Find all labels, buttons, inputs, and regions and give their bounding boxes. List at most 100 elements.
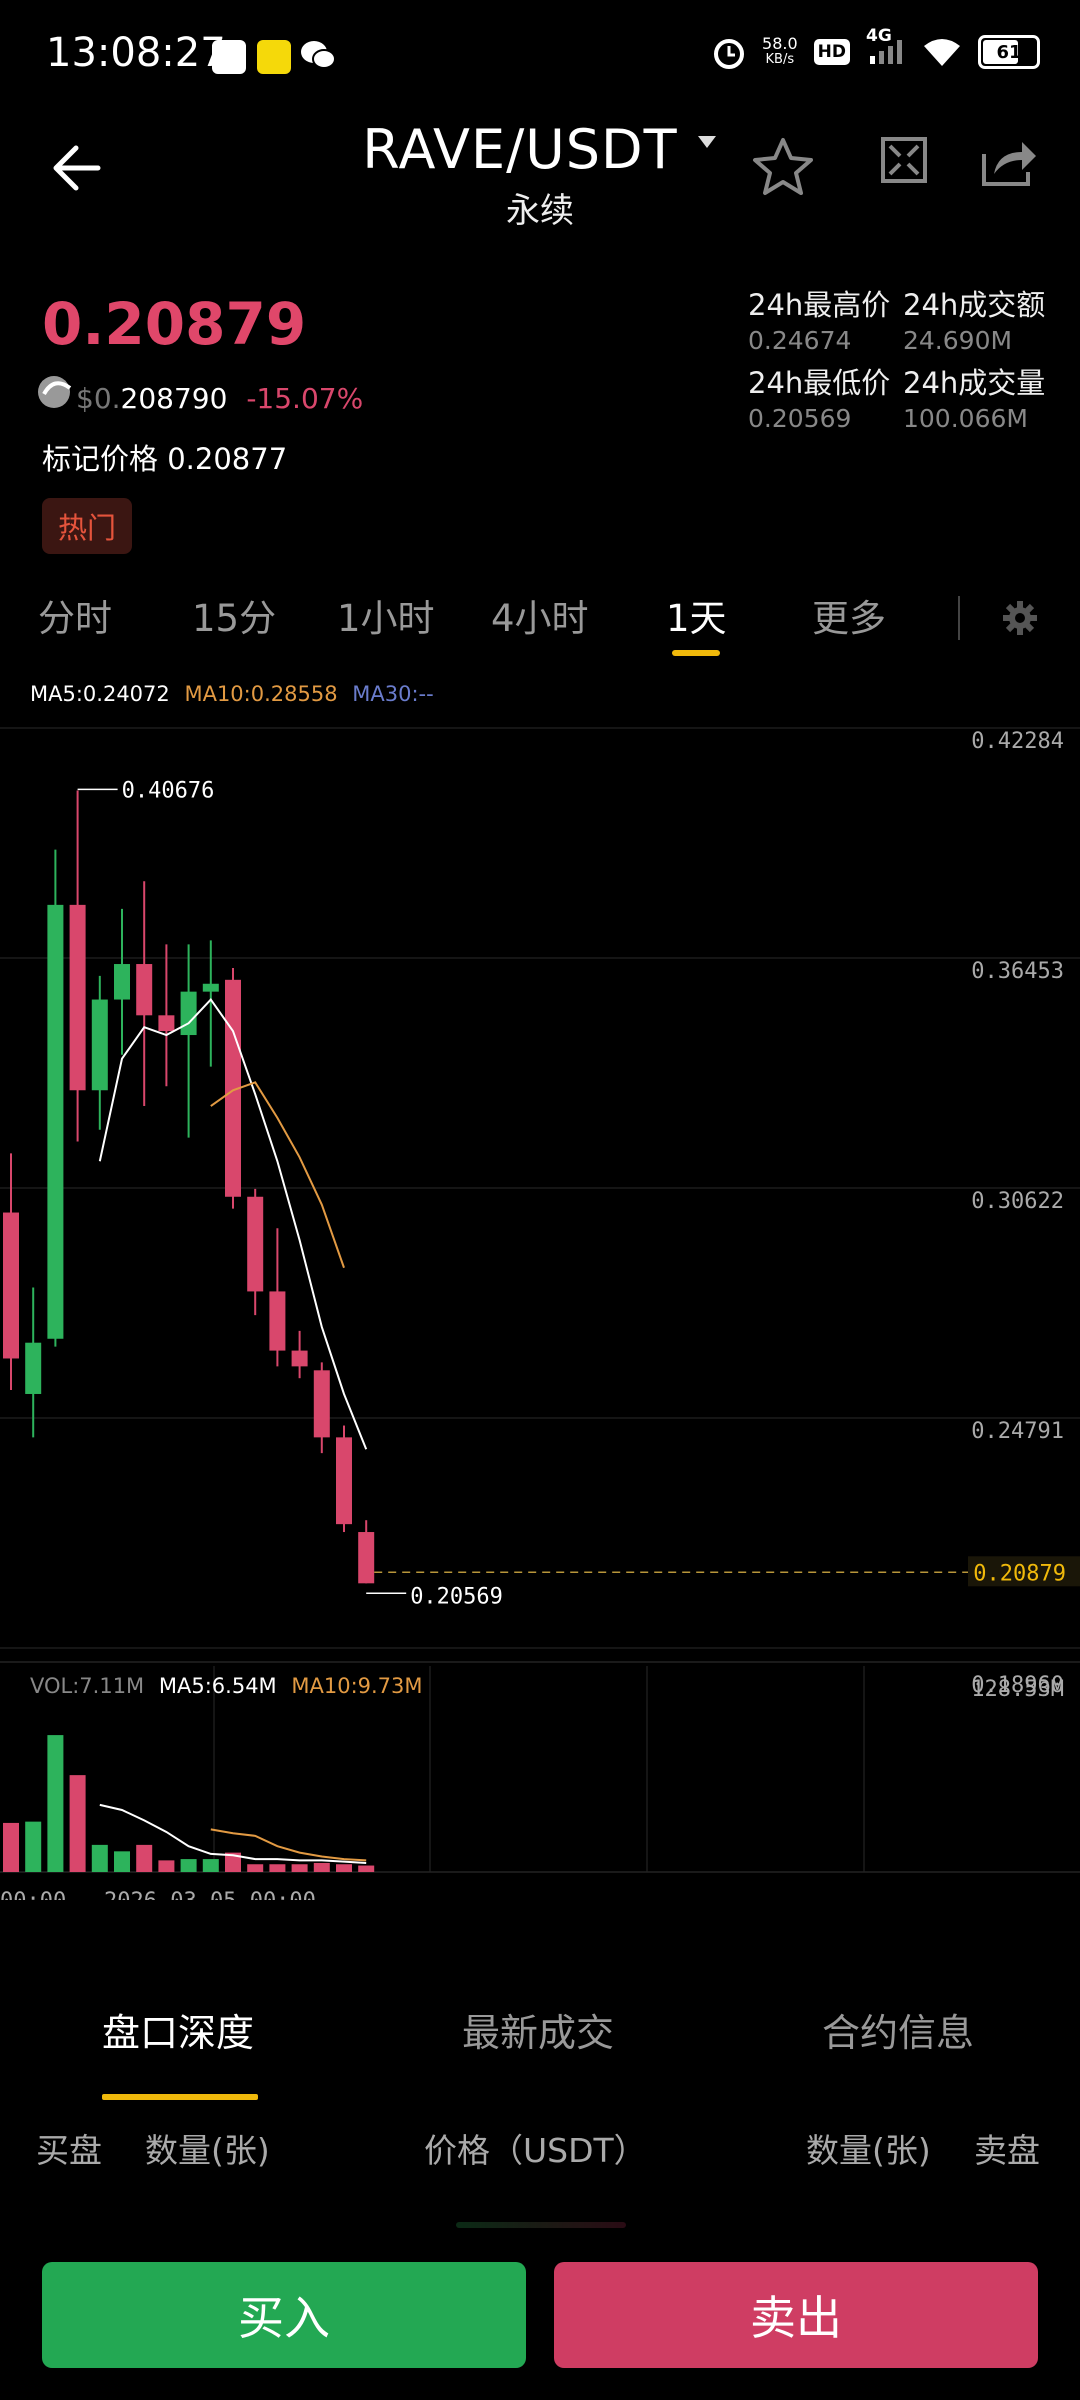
candle-body [69, 904, 86, 1091]
y-tick-label: 0.36453 [971, 959, 1064, 984]
net-speed: 58.0 KB/s [762, 36, 798, 68]
y-tick-label: 0.30622 [971, 1189, 1064, 1214]
candle-body [202, 983, 219, 992]
wechat-icon [300, 38, 336, 76]
signal-icon: 4G [866, 26, 906, 70]
ma5-legend: MA5:0.24072 [30, 682, 170, 706]
ask-qty-header: 数量(张) [806, 2131, 931, 2170]
kline-chart[interactable]: 0.42284 0.36453 0.30622 0.24791 0.18960 0.406… [0, 720, 1080, 1900]
volume-bar [47, 1735, 64, 1872]
tab-1d[interactable]: 1天 [666, 597, 727, 640]
ma30-legend: MA30:-- [352, 682, 434, 706]
signal-label: 4G [866, 26, 892, 46]
vol-ma5-line [99, 1803, 367, 1864]
hot-tag: 热门 [42, 498, 132, 554]
vol-ma5-label: MA5:6.54M [158, 1674, 277, 1698]
mark-value: 0.20877 [167, 442, 288, 476]
volume-bar [358, 1865, 375, 1872]
min-price-label: 0.20569 [410, 1584, 503, 1609]
buy-button[interactable]: 买入 [42, 2262, 526, 2368]
volume-bar [336, 1864, 352, 1872]
pair-subtitle: 永续 [506, 191, 574, 231]
active-tab-indicator [672, 650, 720, 656]
volume-value: 100.066M [903, 404, 1028, 433]
bid-header: 买盘 [36, 2131, 102, 2170]
candle-body [158, 1015, 175, 1032]
chart-settings-button[interactable] [1000, 598, 1040, 642]
x-axis-label: 00:00 [0, 1889, 66, 1900]
calendar-app-icon [257, 40, 291, 74]
tab-contract-info[interactable]: 合约信息 [822, 2011, 975, 2055]
candle-body [47, 904, 64, 1339]
low-value: 0.20569 [748, 404, 852, 433]
vol-max-tick: 128.53M [971, 1677, 1064, 1702]
last-price: 0.20879 [42, 290, 307, 358]
volume-bar [158, 1860, 175, 1872]
candle-body [358, 1532, 375, 1584]
y-tick-label: 0.18960 [971, 1673, 1064, 1698]
volume-bar [69, 1775, 86, 1872]
favorite-button[interactable] [752, 136, 814, 202]
tab-more[interactable]: 更多 [812, 597, 886, 640]
star-icon [753, 138, 813, 195]
battery-level: 61 [996, 41, 1022, 63]
volume-bar [136, 1844, 153, 1872]
volume-bar [313, 1862, 330, 1872]
usd-value: 208790 [120, 382, 228, 415]
net-speed-unit: KB/s [765, 52, 795, 67]
vol-legend: VOL:7.11M MA5:6.54M MA10:9.73M [30, 1674, 423, 1698]
mark-label: 标记价格 [42, 442, 159, 476]
usd-prefix: $0. [76, 382, 121, 415]
share-button[interactable] [980, 136, 1038, 192]
current-price-tag [968, 1556, 1080, 1587]
tab-latest-trades[interactable]: 最新成交 [462, 2011, 615, 2055]
tab-4h[interactable]: 4小时 [491, 597, 589, 640]
fullscreen-button[interactable] [880, 136, 928, 188]
candle-body [225, 979, 241, 1197]
share-icon [982, 142, 1036, 186]
tab-1h[interactable]: 1小时 [337, 597, 435, 640]
back-button[interactable] [48, 140, 104, 200]
ma-legend: MA5:0.24072 MA10:0.28558 MA30:-- [30, 682, 434, 706]
tab-order-book[interactable]: 盘口深度 [102, 2011, 255, 2055]
hd-badge: HD [813, 39, 850, 65]
volume-bar [225, 1852, 241, 1872]
candle-body [291, 1350, 308, 1367]
volume-bar [91, 1844, 108, 1872]
sell-button[interactable]: 卖出 [554, 2262, 1038, 2368]
candle-body [25, 1342, 42, 1394]
net-speed-value: 58.0 [762, 34, 798, 53]
expand-icon [881, 137, 927, 183]
message-icon [212, 40, 246, 74]
volume-bar [291, 1864, 308, 1872]
wifi-icon [924, 39, 960, 66]
candle-body [114, 964, 130, 1000]
volume-bar [25, 1821, 42, 1872]
volume-bar [180, 1859, 197, 1872]
max-price-label: 0.40676 [122, 778, 215, 803]
dropdown-icon [697, 136, 716, 148]
candle-body [336, 1437, 352, 1525]
y-tick-label: 0.24791 [971, 1419, 1064, 1444]
volume-bar [114, 1851, 130, 1872]
price-header: 价格（USDT） [424, 2131, 647, 2170]
ma10-legend: MA10:0.28558 [184, 682, 338, 706]
candle-body [136, 964, 153, 1016]
token-logo [32, 372, 78, 418]
alarm-icon [714, 39, 745, 69]
vol-label: VOL:7.11M [30, 1674, 145, 1698]
tab-15m[interactable]: 15分 [192, 597, 277, 640]
pair-selector[interactable]: RAVE/USDT 永续 [0, 118, 1080, 232]
status-right: 58.0 KB/s HD 4G 61 [712, 26, 1040, 70]
depth-ratio-bar [456, 2222, 626, 2228]
volume-label: 24h成交量 [903, 366, 1046, 400]
high-label: 24h最高价 [748, 288, 891, 322]
high-value: 0.24674 [748, 326, 852, 355]
usd-price-line: $0.208790 -15.07% [76, 382, 363, 415]
mark-price: 标记价格 0.20877 [42, 436, 287, 478]
candle-body [269, 1291, 286, 1351]
candle-body [180, 991, 197, 1036]
tab-timeshare[interactable]: 分时 [38, 597, 112, 640]
ma10-line [210, 1081, 345, 1269]
current-price-label: 0.20879 [973, 1561, 1066, 1586]
